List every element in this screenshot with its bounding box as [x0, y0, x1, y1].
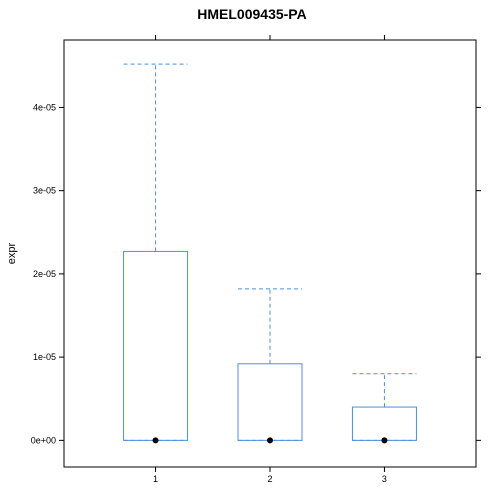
x-tick-label: 2	[267, 474, 272, 484]
x-tick-label: 1	[153, 474, 158, 484]
median-dot	[152, 437, 159, 444]
median-dot	[267, 437, 273, 444]
box-3	[351, 373, 417, 444]
x-tick-label: 3	[382, 474, 387, 484]
x-axis: 1 2 3	[153, 35, 387, 484]
box-iqr	[123, 250, 189, 441]
y-axis: 0e+00 1e-05 2e-05 3e-05 4e-05	[31, 102, 481, 445]
y-axis-label: expr	[6, 242, 18, 264]
y-tick-label: 1e-05	[33, 352, 56, 362]
y-tick-label: 4e-05	[33, 102, 56, 112]
chart-title: HMEL009435-PA	[197, 6, 306, 22]
box-2	[237, 288, 303, 444]
y-tick-label: 2e-05	[33, 269, 56, 279]
y-tick-label: 3e-05	[33, 186, 56, 196]
plot-frame	[63, 39, 477, 468]
box-iqr	[351, 406, 417, 441]
median-dot	[381, 437, 388, 444]
box-iqr	[237, 363, 303, 441]
boxes	[123, 63, 417, 444]
y-tick-label: 0e+00	[31, 435, 56, 445]
box-1	[123, 63, 189, 444]
